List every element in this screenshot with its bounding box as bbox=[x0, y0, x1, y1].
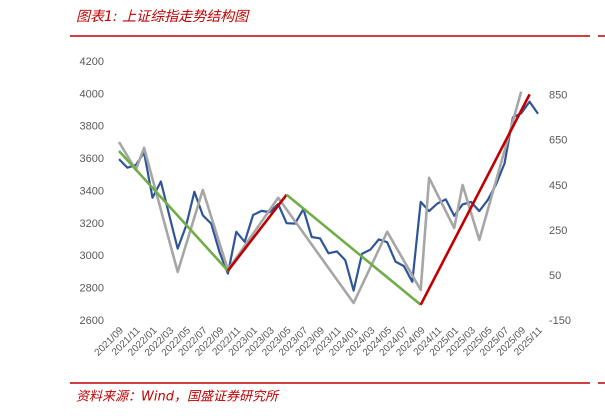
y-tick-label: 2600 bbox=[80, 315, 104, 327]
y-tick-label: 3400 bbox=[80, 185, 104, 197]
y2-tick-label: 250 bbox=[549, 225, 567, 237]
y2-tick-label: -150 bbox=[549, 315, 571, 327]
y-tick-label: 3000 bbox=[80, 250, 104, 262]
source-note: 资料来源：Wind，国盛证券研究所 bbox=[76, 389, 280, 405]
y-tick-label: 4200 bbox=[80, 56, 104, 68]
series-line bbox=[226, 193, 288, 272]
y2-tick-label: 50 bbox=[549, 270, 561, 282]
series-line bbox=[285, 193, 422, 306]
y-tick-label: 2800 bbox=[80, 283, 104, 295]
y-tick-label: 3800 bbox=[80, 121, 104, 133]
series-line bbox=[117, 91, 523, 305]
y2-tick-label: 850 bbox=[549, 90, 567, 102]
y-tick-label: 3600 bbox=[80, 153, 104, 165]
y-tick-label: 3200 bbox=[80, 218, 104, 230]
chart-title: 图表1: 上证综指走势结构图 bbox=[76, 9, 250, 25]
y2-tick-label: 450 bbox=[549, 180, 567, 192]
series-line bbox=[118, 150, 229, 272]
y-tick-label: 4000 bbox=[80, 88, 104, 100]
series-line bbox=[419, 93, 531, 306]
y2-tick-label: 650 bbox=[549, 135, 567, 147]
